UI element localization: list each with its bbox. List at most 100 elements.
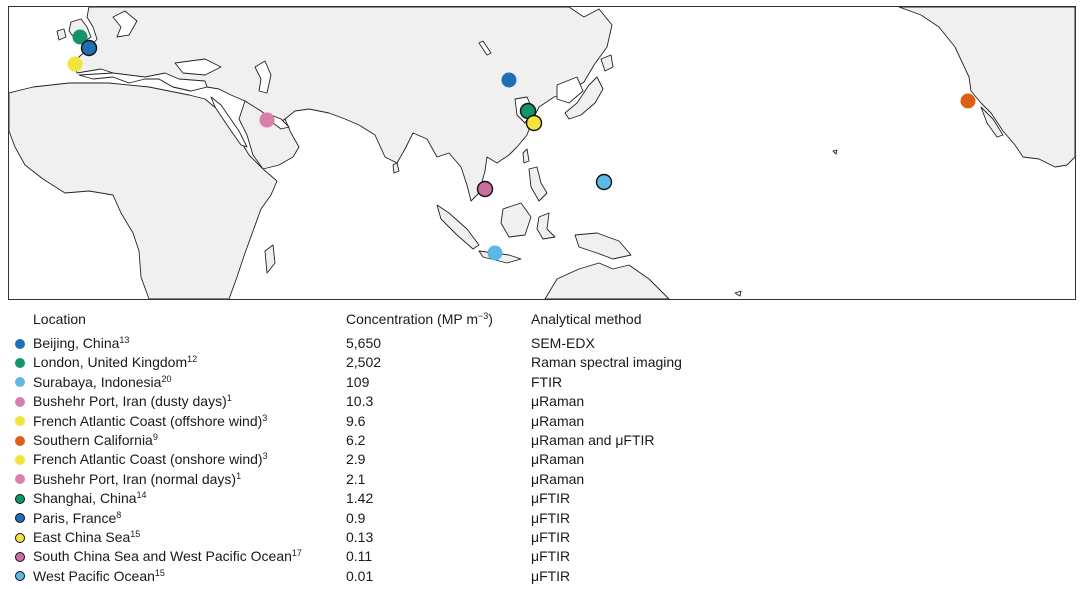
reference-number: 12 — [187, 354, 198, 365]
caspian-sea — [254, 60, 272, 94]
legend-row: French Atlantic Coast (onshore wind)3 2.9… — [0, 450, 1080, 469]
legend-marker — [15, 571, 25, 582]
legend-marker — [15, 435, 25, 446]
header-concentration-text: Concentration (MP m — [346, 311, 479, 327]
concentration-value: 0.13 — [346, 529, 374, 545]
reference-number: 15 — [154, 567, 165, 578]
legend-marker — [15, 357, 25, 368]
landmass-sumatra — [436, 204, 480, 250]
location-name: French Atlantic Coast (onshore wind) — [33, 451, 263, 468]
landmass-ireland — [56, 28, 67, 41]
concentration-value: 2.1 — [346, 470, 366, 487]
legend-marker — [15, 532, 25, 543]
legend-row: Beijing, China13 5,650 SEM-EDX — [0, 334, 1080, 353]
reference-number: 8 — [116, 509, 122, 520]
analytical-method: μFTIR — [531, 567, 571, 584]
reference-number: 3 — [262, 412, 268, 423]
concentration-value: 109 — [346, 373, 370, 390]
red-sea — [210, 96, 248, 148]
landmass-sulawesi — [536, 212, 556, 240]
legend-marker — [15, 377, 25, 388]
landmass-north-america — [898, 7, 1075, 168]
map-marker — [67, 56, 83, 72]
analytical-method: Raman spectral imaging — [531, 354, 682, 371]
location-name: West Pacific Ocean — [33, 567, 155, 584]
location-cell: Shanghai, China14 — [33, 489, 147, 508]
location-name: Shanghai, China — [33, 490, 137, 507]
reference-number: 20 — [161, 373, 172, 384]
legend-row: South China Sea and West Pacific Ocean17… — [0, 547, 1080, 566]
legend-marker — [15, 396, 25, 407]
landmass-srilanka — [392, 162, 400, 174]
landmass-africa — [9, 82, 278, 299]
reference-number: 15 — [130, 529, 141, 539]
analytical-method: μRaman and μFTIR — [531, 432, 655, 448]
analytical-method: μFTIR — [531, 490, 571, 507]
analytical-method: μRaman — [531, 412, 585, 429]
map-marker — [259, 112, 275, 128]
map-marker — [80, 39, 98, 57]
location-cell: East China Sea15 — [33, 528, 140, 547]
concentration-value: 9.6 — [346, 412, 366, 429]
lake-baikal — [478, 40, 492, 56]
analytical-method: μFTIR — [531, 529, 571, 545]
location-cell: French Atlantic Coast (offshore wind)3 — [33, 412, 267, 431]
reference-number: 13 — [119, 335, 130, 345]
analytical-method: SEM-EDX — [531, 335, 595, 351]
location-name: Bushehr Port, Iran (dusty days) — [33, 393, 227, 410]
location-cell: French Atlantic Coast (onshore wind)3 — [33, 450, 268, 469]
location-name: Bushehr Port, Iran (normal days) — [33, 470, 237, 487]
landmass-small-island — [734, 290, 742, 297]
location-cell: Paris, France8 — [33, 509, 121, 528]
legend-row: Paris, France8 0.9 μFTIR — [0, 509, 1080, 528]
map-marker — [525, 114, 543, 132]
landmass-baja — [980, 106, 1004, 138]
location-cell: Bushehr Port, Iran (dusty days)1 — [33, 392, 232, 411]
reference-number: 1 — [226, 393, 232, 404]
location-cell: London, United Kingdom12 — [33, 353, 197, 372]
legend-marker — [15, 551, 25, 562]
location-name: Southern California — [33, 432, 153, 448]
reference-number: 9 — [152, 432, 158, 442]
concentration-value: 0.01 — [346, 567, 374, 584]
location-name: London, United Kingdom — [33, 354, 188, 371]
concentration-value: 5,650 — [346, 335, 382, 351]
location-cell: South China Sea and West Pacific Ocean17 — [33, 547, 302, 566]
reference-number: 14 — [136, 490, 147, 501]
landmass-madagascar — [264, 244, 276, 274]
mediterranean-sea — [78, 72, 208, 92]
analytical-method: μFTIR — [531, 509, 571, 526]
location-markers — [67, 29, 976, 261]
reference-number: 1 — [236, 470, 242, 481]
map-marker — [960, 93, 976, 109]
concentration-value: 0.11 — [346, 548, 373, 565]
location-cell: Beijing, China13 — [33, 334, 129, 353]
legend-marker — [15, 454, 25, 465]
landmass-japan — [564, 76, 604, 120]
landmass-hokkaido — [600, 54, 614, 72]
header-concentration: Concentration (MP m−3) — [346, 311, 493, 327]
black-sea — [174, 58, 222, 76]
landmass-newguinea — [574, 232, 632, 260]
landmass-philippines — [528, 166, 548, 202]
landmass-australia — [544, 262, 670, 299]
location-cell: Bushehr Port, Iran (normal days)1 — [33, 470, 241, 489]
location-name: Surabaya, Indonesia — [33, 373, 162, 390]
analytical-method: μRaman — [531, 393, 585, 410]
analytical-method: μRaman — [531, 451, 585, 468]
legend-row: Surabaya, Indonesia20 109 FTIR — [0, 373, 1080, 392]
location-name: East China Sea — [33, 529, 131, 545]
concentration-value: 10.3 — [346, 393, 374, 410]
legend-row: Bushehr Port, Iran (dusty days)1 10.3 μRam… — [0, 392, 1080, 411]
map-marker — [487, 245, 503, 261]
concentration-value: 1.42 — [346, 490, 374, 507]
legend-row: East China Sea15 0.13 μFTIR — [0, 528, 1080, 547]
header-concentration-close: ) — [488, 311, 493, 327]
analytical-method: μRaman — [531, 470, 585, 487]
legend-row: French Atlantic Coast (offshore wind)3 9.… — [0, 412, 1080, 431]
analytical-method: μFTIR — [531, 548, 571, 565]
legend-marker — [15, 493, 25, 504]
map-marker — [501, 72, 517, 88]
concentration-value: 2,502 — [346, 354, 382, 371]
concentration-value: 2.9 — [346, 451, 366, 468]
